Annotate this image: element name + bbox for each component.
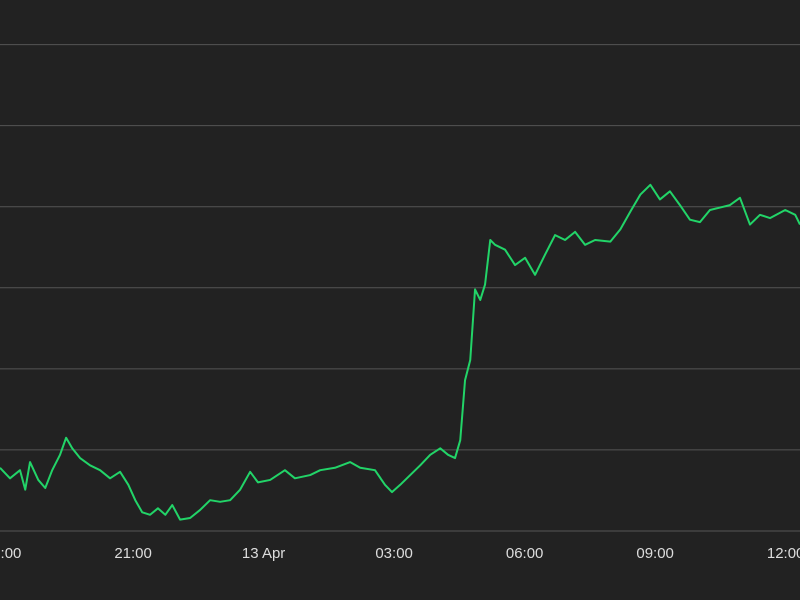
- x-tick-label: 12:00: [767, 545, 800, 562]
- x-tick-label: 09:00: [636, 545, 674, 562]
- x-tick-label: 18:00: [0, 545, 21, 562]
- x-tick-label: 06:00: [506, 545, 544, 562]
- price-line: [0, 183, 800, 521]
- x-tick-label: 03:00: [375, 545, 413, 562]
- x-tick-label: 13 Apr: [242, 545, 285, 562]
- x-tick-label: 21:00: [114, 545, 152, 562]
